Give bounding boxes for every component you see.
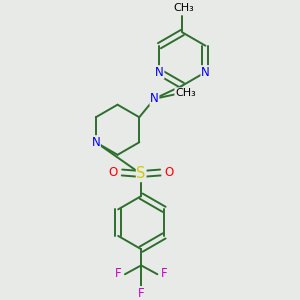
Text: N: N: [150, 92, 159, 105]
Text: F: F: [115, 267, 122, 280]
Text: N: N: [155, 66, 164, 79]
Text: CH₃: CH₃: [175, 88, 196, 98]
Text: N: N: [201, 66, 210, 79]
Text: N: N: [92, 136, 100, 149]
Text: F: F: [160, 267, 167, 280]
Text: O: O: [109, 166, 118, 179]
Text: S: S: [136, 167, 146, 182]
Text: O: O: [164, 166, 174, 179]
Text: F: F: [138, 286, 145, 300]
Text: CH₃: CH₃: [173, 3, 194, 13]
